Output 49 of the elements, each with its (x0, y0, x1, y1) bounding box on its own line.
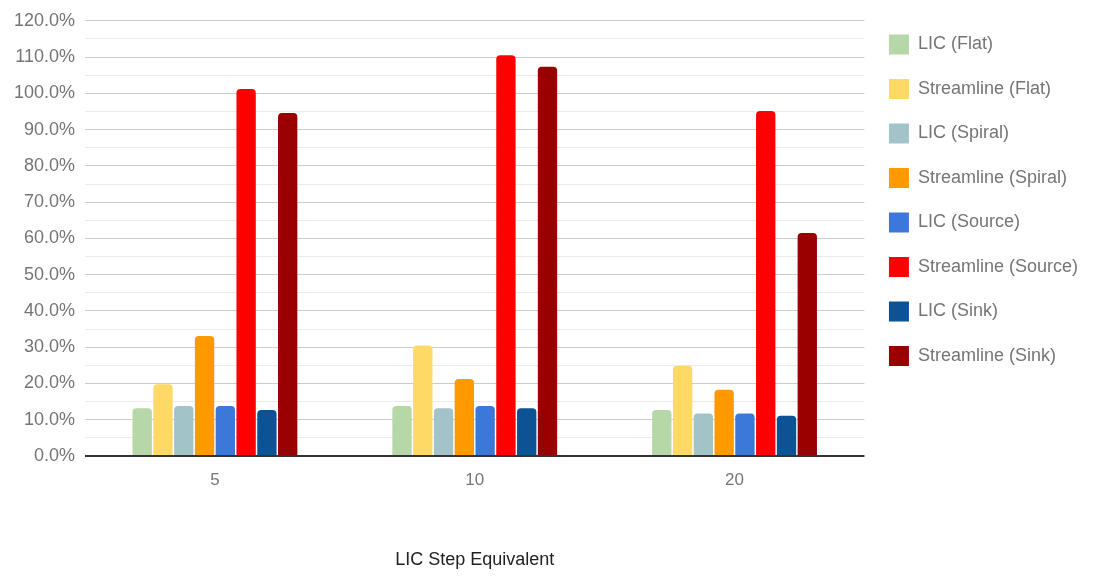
bar (194, 335, 215, 455)
bar (714, 389, 734, 455)
bar (693, 413, 714, 455)
bar (496, 55, 516, 455)
bar (132, 408, 152, 455)
bar (517, 408, 537, 455)
bar (756, 111, 776, 455)
y-tick-label: 100.0% (13, 82, 76, 103)
y-tick-label: 80.0% (24, 154, 76, 175)
bar (776, 415, 797, 455)
y-tick-label: 60.0% (24, 227, 76, 248)
y-tick-label: 0.0% (34, 444, 76, 465)
bar (797, 232, 817, 455)
bar (174, 405, 194, 455)
y-tick-label: 40.0% (24, 299, 76, 320)
x-axis-title: LIC Step Equivalent (395, 549, 555, 570)
bar (454, 379, 475, 455)
y-tick-label: 30.0% (24, 336, 76, 357)
legend-label: Streamline (Flat) (917, 77, 1051, 98)
bar (215, 405, 235, 455)
legend-label: Streamline (Spiral) (917, 166, 1067, 187)
y-tick-label: 10.0% (24, 408, 76, 429)
legend-label: LIC (Source) (917, 211, 1020, 232)
legend-label: Streamline (Source) (917, 255, 1078, 276)
bar (392, 405, 412, 455)
bar (433, 408, 454, 455)
legend-label: LIC (Sink) (917, 300, 998, 321)
bar (735, 413, 755, 455)
legend-label: LIC (Flat) (917, 33, 993, 54)
bar (537, 66, 558, 455)
bar (413, 345, 433, 455)
y-tick-label: 50.0% (24, 263, 76, 284)
bar (257, 409, 277, 455)
bar (278, 112, 298, 455)
bar (652, 409, 672, 455)
x-tick-label: 10 (465, 469, 485, 489)
y-tick-label: 20.0% (24, 372, 76, 393)
legend-label: LIC (Spiral) (917, 122, 1009, 143)
x-tick-label: 5 (210, 469, 220, 489)
y-tick-label: 90.0% (24, 118, 76, 139)
y-tick-label: 120.0% (13, 9, 76, 30)
bar (153, 384, 173, 455)
x-tick-label: 20 (725, 469, 744, 489)
y-tick-label: 110.0% (15, 46, 76, 67)
bar (475, 405, 495, 455)
legend-label: Streamline (Sink) (917, 344, 1056, 365)
bar (236, 88, 256, 455)
bar (672, 365, 693, 455)
y-tick-label: 70.0% (24, 191, 76, 212)
